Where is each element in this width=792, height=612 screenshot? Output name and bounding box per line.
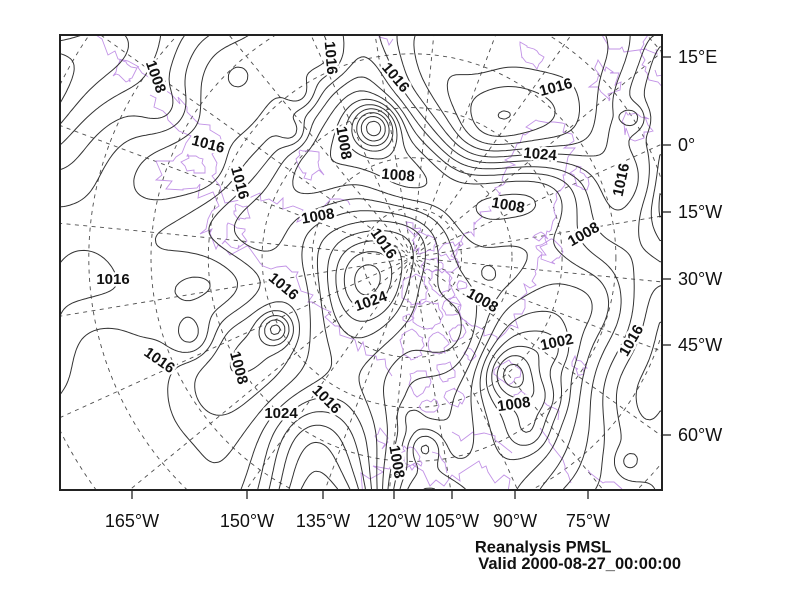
svg-text:15°E: 15°E (678, 47, 717, 67)
svg-text:30°W: 30°W (678, 269, 722, 289)
svg-text:90°W: 90°W (493, 511, 537, 531)
svg-text:1008: 1008 (464, 285, 501, 316)
svg-text:1016: 1016 (610, 162, 634, 198)
svg-text:1016: 1016 (96, 271, 129, 288)
svg-text:1016: 1016 (227, 165, 252, 202)
svg-text:1008: 1008 (226, 350, 251, 387)
svg-text:45°W: 45°W (678, 335, 722, 355)
svg-text:1008: 1008 (565, 219, 602, 250)
svg-text:1016: 1016 (538, 75, 575, 100)
svg-text:1008: 1008 (496, 394, 531, 415)
svg-text:1024: 1024 (523, 145, 558, 165)
svg-text:105°W: 105°W (425, 511, 479, 531)
svg-text:165°W: 165°W (105, 511, 159, 531)
svg-text:135°W: 135°W (296, 511, 350, 531)
svg-text:1008: 1008 (381, 166, 416, 186)
svg-text:1024: 1024 (264, 405, 298, 422)
svg-text:1008: 1008 (490, 194, 526, 217)
svg-text:0°: 0° (678, 135, 695, 155)
svg-text:1002: 1002 (539, 331, 575, 355)
svg-text:1016: 1016 (321, 41, 341, 76)
svg-text:1016: 1016 (378, 59, 412, 95)
svg-text:15°W: 15°W (678, 202, 722, 222)
svg-text:1008: 1008 (300, 205, 336, 228)
svg-text:1008: 1008 (385, 444, 408, 480)
svg-text:1016: 1016 (367, 225, 400, 262)
svg-text:1016: 1016 (190, 132, 227, 157)
svg-text:1008: 1008 (142, 58, 169, 95)
svg-text:150°W: 150°W (220, 511, 274, 531)
svg-text:1016: 1016 (265, 269, 301, 303)
svg-text:Reanalysis PMSL: Reanalysis PMSL (475, 539, 612, 557)
svg-text:120°W: 120°W (367, 511, 421, 531)
svg-text:Valid 2000-08-27_00:00:00: Valid 2000-08-27_00:00:00 (478, 555, 681, 573)
svg-text:60°W: 60°W (678, 425, 722, 445)
svg-text:75°W: 75°W (566, 511, 610, 531)
